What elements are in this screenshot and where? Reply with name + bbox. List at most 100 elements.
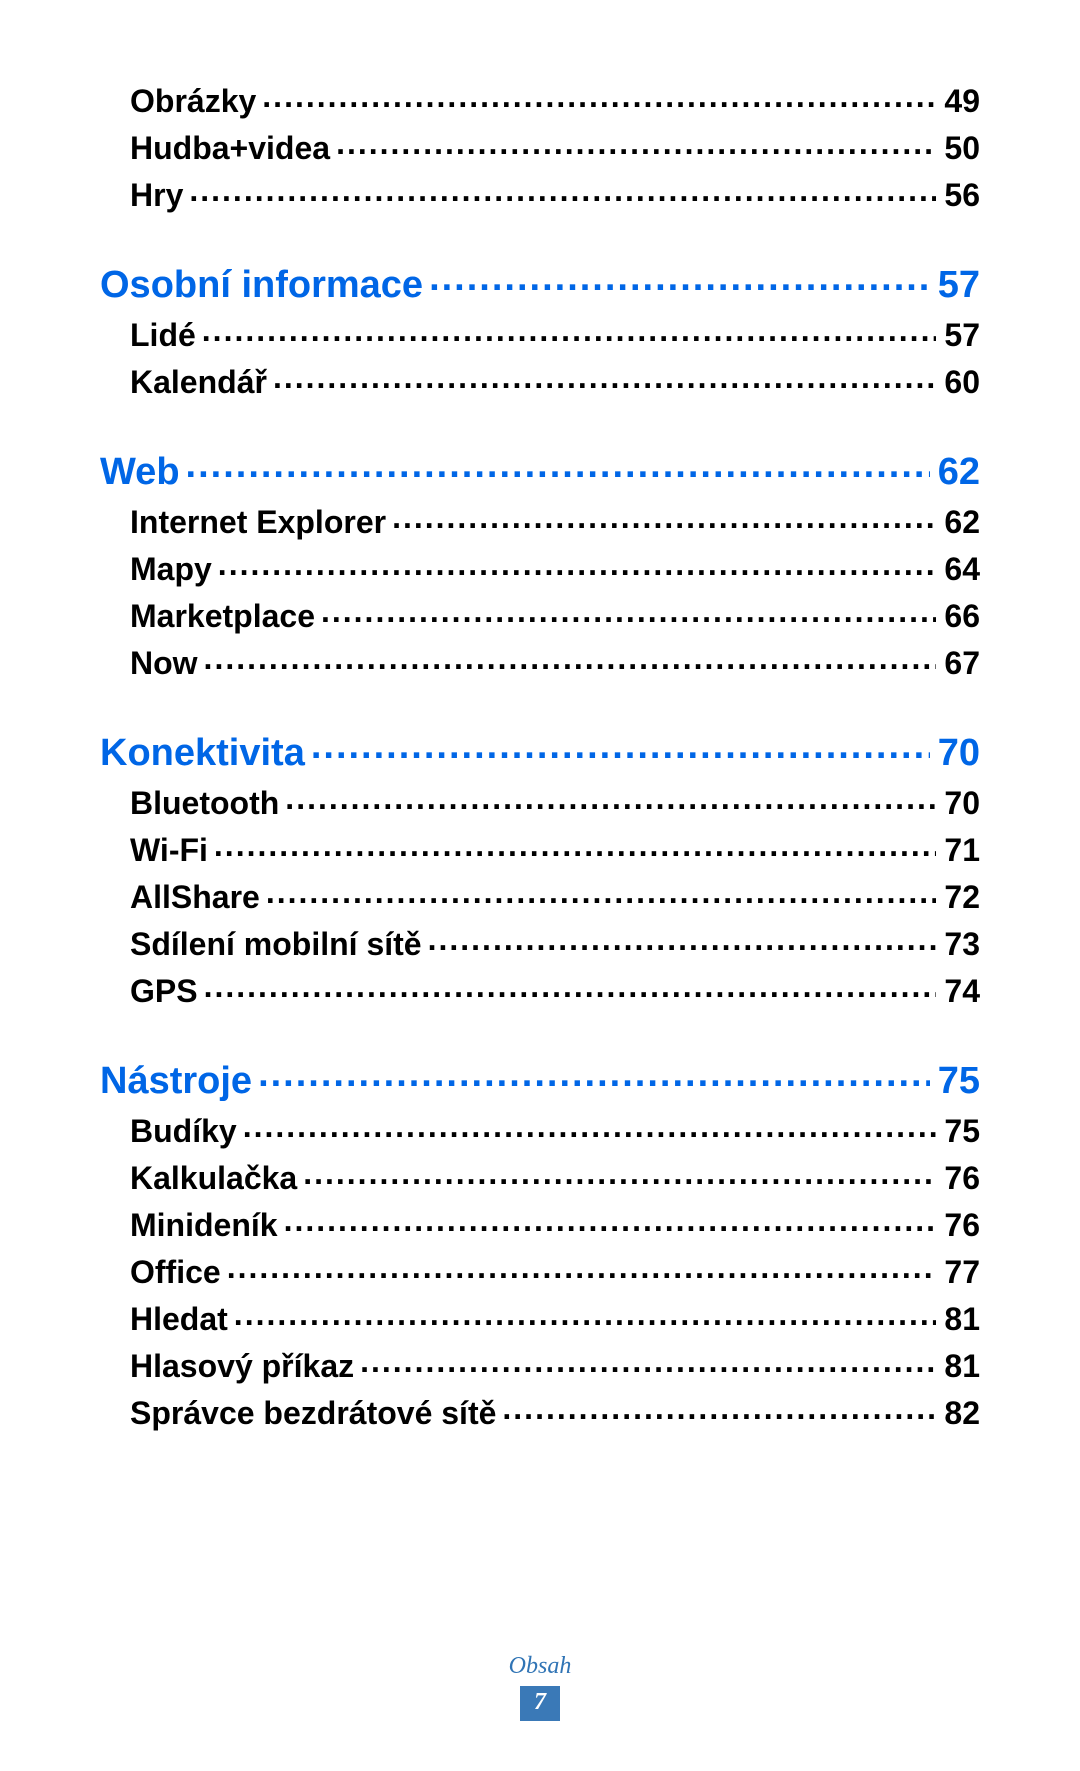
toc-entry-page: 56 xyxy=(936,179,980,211)
toc-entry-page: 77 xyxy=(936,1256,980,1288)
toc-entry-label: Mapy xyxy=(130,553,218,585)
toc-item[interactable]: Hry 56 xyxy=(130,174,980,211)
toc-entry-label: Nástroje xyxy=(100,1062,258,1100)
toc-item[interactable]: Now 67 xyxy=(130,642,980,679)
toc-item[interactable]: Hlasový příkaz 81 xyxy=(130,1345,980,1382)
toc-entry-page: 57 xyxy=(930,266,980,304)
toc-entry-page: 82 xyxy=(936,1397,980,1429)
toc-leader-dots xyxy=(227,1251,937,1283)
toc-leader-dots xyxy=(392,501,936,533)
toc-section[interactable]: Web 62 xyxy=(100,446,980,491)
toc-entry-page: 50 xyxy=(936,132,980,164)
toc-leader-dots xyxy=(243,1110,937,1142)
toc-entry-label: Office xyxy=(130,1256,227,1288)
footer-section-label: Obsah xyxy=(100,1653,980,1680)
toc-entry-label: Minideník xyxy=(130,1209,284,1241)
toc-leader-dots xyxy=(360,1345,936,1377)
toc-leader-dots xyxy=(273,361,936,393)
toc-entry-page: 71 xyxy=(936,834,980,866)
toc-entry-page: 49 xyxy=(936,85,980,117)
toc-leader-dots xyxy=(218,548,937,580)
toc-section[interactable]: Konektivita 70 xyxy=(100,727,980,772)
toc-entry-label: AllShare xyxy=(130,881,266,913)
toc-entry-label: Budíky xyxy=(130,1115,243,1147)
toc-item[interactable]: Kalkulačka 76 xyxy=(130,1157,980,1194)
toc-leader-dots xyxy=(428,923,937,955)
toc-entry-label: Kalkulačka xyxy=(130,1162,303,1194)
toc-entry-label: Marketplace xyxy=(130,600,321,632)
toc-entry-label: Obrázky xyxy=(130,85,262,117)
toc-entry-label: Hlasový příkaz xyxy=(130,1350,360,1382)
toc-item[interactable]: Kalendář 60 xyxy=(130,361,980,398)
toc-item[interactable]: GPS74 xyxy=(130,970,980,1007)
footer-page-number: 7 xyxy=(520,1686,560,1721)
toc-leader-dots xyxy=(429,259,930,297)
toc-leader-dots xyxy=(202,314,937,346)
toc-entry-label: Wi-Fi xyxy=(130,834,214,866)
toc-item[interactable]: Sdílení mobilní sítě 73 xyxy=(130,923,980,960)
toc-entry-label: GPS xyxy=(130,975,204,1007)
toc-entry-page: 66 xyxy=(936,600,980,632)
toc-leader-dots xyxy=(204,642,937,674)
toc-entry-label: Hry xyxy=(130,179,189,211)
toc-item[interactable]: Hledat 81 xyxy=(130,1298,980,1335)
toc-entry-page: 81 xyxy=(936,1350,980,1382)
toc-leader-dots xyxy=(336,127,936,159)
toc-item[interactable]: Office 77 xyxy=(130,1251,980,1288)
toc-entry-page: 75 xyxy=(936,1115,980,1147)
toc-item[interactable]: Lidé 57 xyxy=(130,314,980,351)
toc-leader-dots xyxy=(204,970,937,1002)
toc-leader-dots xyxy=(189,174,936,206)
toc-leader-dots xyxy=(234,1298,937,1330)
toc-leader-dots xyxy=(303,1157,936,1189)
toc-leader-dots xyxy=(502,1392,936,1424)
toc-entry-label: Konektivita xyxy=(100,734,311,772)
toc-entry-label: Hudba+videa xyxy=(130,132,336,164)
toc-section[interactable]: Nástroje75 xyxy=(100,1055,980,1100)
table-of-contents: Obrázky 49 Hudba+videa 50 Hry 56 Osobní inform… xyxy=(100,70,980,1653)
toc-entry-page: 81 xyxy=(936,1303,980,1335)
toc-item[interactable]: AllShare 72 xyxy=(130,876,980,913)
toc-entry-label: Správce bezdrátové sítě xyxy=(130,1397,502,1429)
toc-entry-label: Kalendář xyxy=(130,366,273,398)
toc-item[interactable]: Obrázky 49 xyxy=(130,80,980,117)
toc-item[interactable]: Budíky 75 xyxy=(130,1110,980,1147)
toc-item[interactable]: Minideník 76 xyxy=(130,1204,980,1241)
toc-leader-dots xyxy=(262,80,936,112)
toc-entry-page: 57 xyxy=(936,319,980,351)
toc-entry-page: 73 xyxy=(936,928,980,960)
toc-entry-page: 76 xyxy=(936,1162,980,1194)
toc-item[interactable]: Wi-Fi 71 xyxy=(130,829,980,866)
toc-item[interactable]: Bluetooth 70 xyxy=(130,782,980,819)
toc-entry-page: 72 xyxy=(936,881,980,913)
toc-entry-page: 60 xyxy=(936,366,980,398)
toc-item[interactable]: Mapy 64 xyxy=(130,548,980,585)
toc-leader-dots xyxy=(266,876,937,908)
toc-leader-dots xyxy=(186,446,930,484)
toc-entry-page: 70 xyxy=(936,787,980,819)
toc-entry-page: 76 xyxy=(936,1209,980,1241)
page-footer: Obsah 7 xyxy=(100,1653,980,1721)
toc-item[interactable]: Internet Explorer 62 xyxy=(130,501,980,538)
toc-item[interactable]: Správce bezdrátové sítě 82 xyxy=(130,1392,980,1429)
toc-entry-page: 62 xyxy=(936,506,980,538)
toc-entry-page: 70 xyxy=(930,734,980,772)
toc-entry-label: Hledat xyxy=(130,1303,234,1335)
toc-entry-label: Internet Explorer xyxy=(130,506,392,538)
toc-entry-page: 67 xyxy=(936,647,980,679)
toc-entry-label: Osobní informace xyxy=(100,266,429,304)
toc-entry-label: Now xyxy=(130,647,204,679)
toc-entry-label: Sdílení mobilní sítě xyxy=(130,928,428,960)
page: Obrázky 49 Hudba+videa 50 Hry 56 Osobní inform… xyxy=(0,0,1080,1771)
toc-entry-label: Lidé xyxy=(130,319,202,351)
toc-leader-dots xyxy=(284,1204,937,1236)
toc-item[interactable]: Marketplace 66 xyxy=(130,595,980,632)
toc-leader-dots xyxy=(321,595,936,627)
toc-entry-page: 62 xyxy=(930,453,980,491)
toc-entry-label: Bluetooth xyxy=(130,787,285,819)
toc-leader-dots xyxy=(285,782,936,814)
toc-section[interactable]: Osobní informace 57 xyxy=(100,259,980,304)
toc-entry-page: 64 xyxy=(936,553,980,585)
toc-item[interactable]: Hudba+videa 50 xyxy=(130,127,980,164)
toc-entry-label: Web xyxy=(100,453,186,491)
